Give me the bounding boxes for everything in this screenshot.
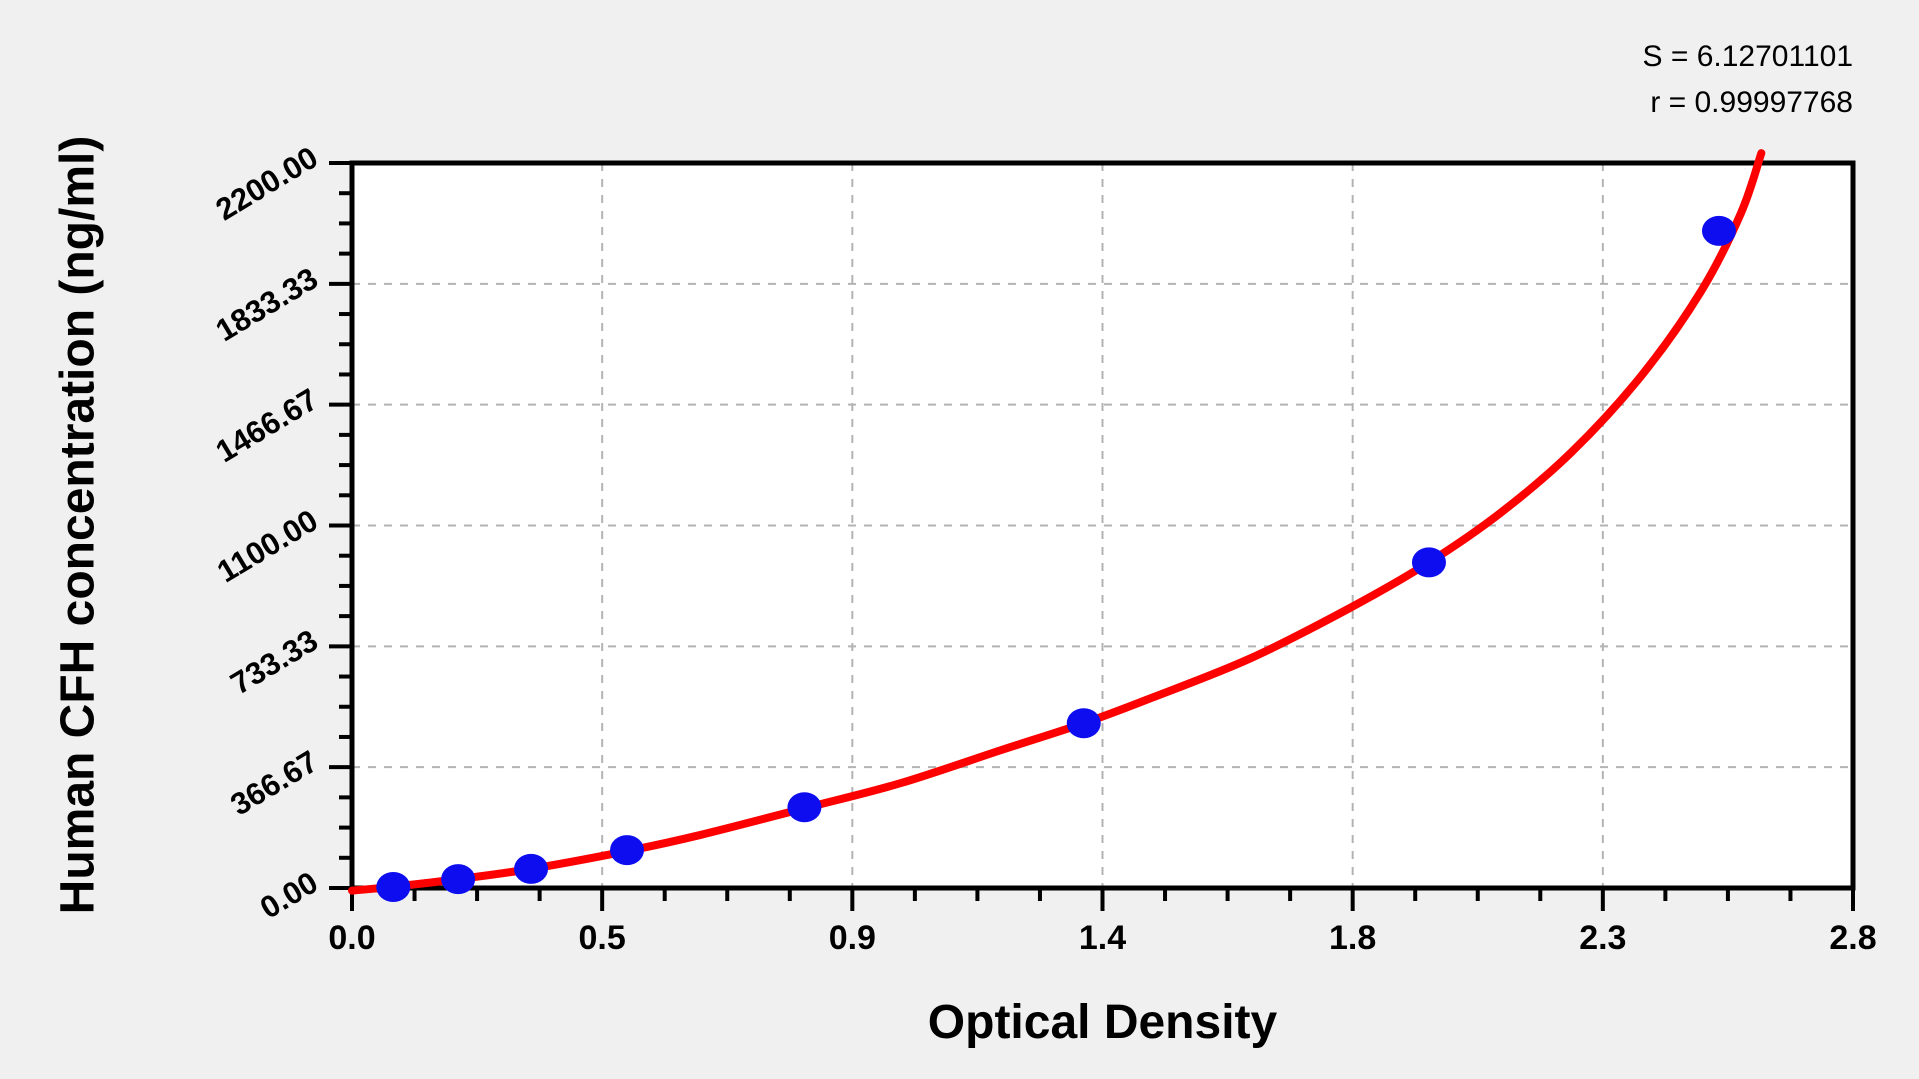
- fit-s-value: S = 6.12701101: [1642, 40, 1853, 73]
- x-axis-title: Optical Density: [927, 996, 1278, 1049]
- data-point: [1701, 215, 1736, 246]
- x-tick-label: 0.9: [828, 919, 876, 957]
- y-axis-title: Human CFH concentration (ng/ml): [51, 135, 105, 915]
- x-tick-label: 2.8: [1829, 919, 1877, 957]
- data-point: [1411, 547, 1446, 578]
- data-point: [1066, 708, 1101, 739]
- data-point: [610, 835, 645, 866]
- x-tick-label: 2.3: [1579, 919, 1627, 957]
- data-point: [376, 872, 411, 903]
- data-points: [376, 215, 1736, 903]
- data-point: [441, 864, 476, 895]
- fitted-curve: [348, 149, 1766, 895]
- x-tick-label: 1.4: [1078, 919, 1127, 957]
- grid-lines: [352, 163, 1853, 888]
- fit-r-value: r = 0.99997768: [1650, 86, 1853, 119]
- x-tick-label: 0.0: [328, 919, 376, 957]
- x-tick-label: 1.8: [1329, 919, 1377, 957]
- data-point: [514, 853, 549, 884]
- axis-ticks: [329, 161, 1855, 911]
- x-tick-label: 0.5: [578, 919, 626, 957]
- data-point: [787, 792, 822, 823]
- fit-statistics: S = 6.12701101 r = 0.99997768: [1643, 34, 1853, 126]
